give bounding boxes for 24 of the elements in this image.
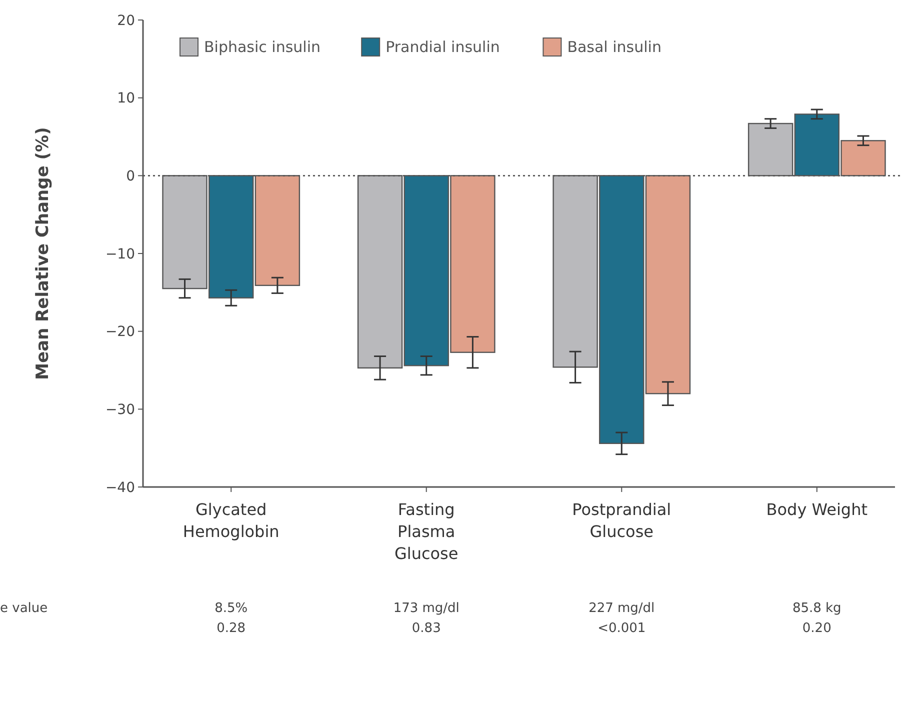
legend-label: Prandial insulin	[386, 38, 500, 56]
text: 0.83	[412, 621, 441, 636]
x-tick-label: Fasting Plasma Glucose	[394, 500, 458, 563]
y-tick-label: −40	[105, 480, 135, 496]
text: 173 mg/dl	[393, 601, 460, 616]
x-tick-label: Postprandial Glucose	[572, 500, 672, 541]
text: 0.20	[802, 621, 832, 636]
text: 8.5%	[214, 601, 248, 616]
text: 85.8 kg	[792, 601, 842, 616]
y-tick-label: 10	[117, 90, 135, 107]
legend-label: Basal insulin	[567, 38, 662, 56]
text: <0.001	[598, 621, 646, 636]
text: 0.28	[216, 621, 246, 636]
y-tick-label: −20	[105, 324, 135, 340]
text: e value	[0, 601, 48, 616]
legend-label: Biphasic insulin	[204, 38, 321, 56]
text: 227 mg/dl	[588, 601, 655, 616]
y-tick-label: −30	[105, 402, 135, 418]
y-tick-label: −10	[105, 246, 135, 262]
y-tick-label: 20	[117, 12, 135, 29]
y-tick-label: 0	[126, 168, 135, 185]
x-tick-label: Body Weight	[766, 500, 868, 519]
y-axis-title: Mean Relative Change (%)	[33, 127, 53, 380]
x-tick-label: Glycated Hemoglobin	[182, 500, 280, 541]
